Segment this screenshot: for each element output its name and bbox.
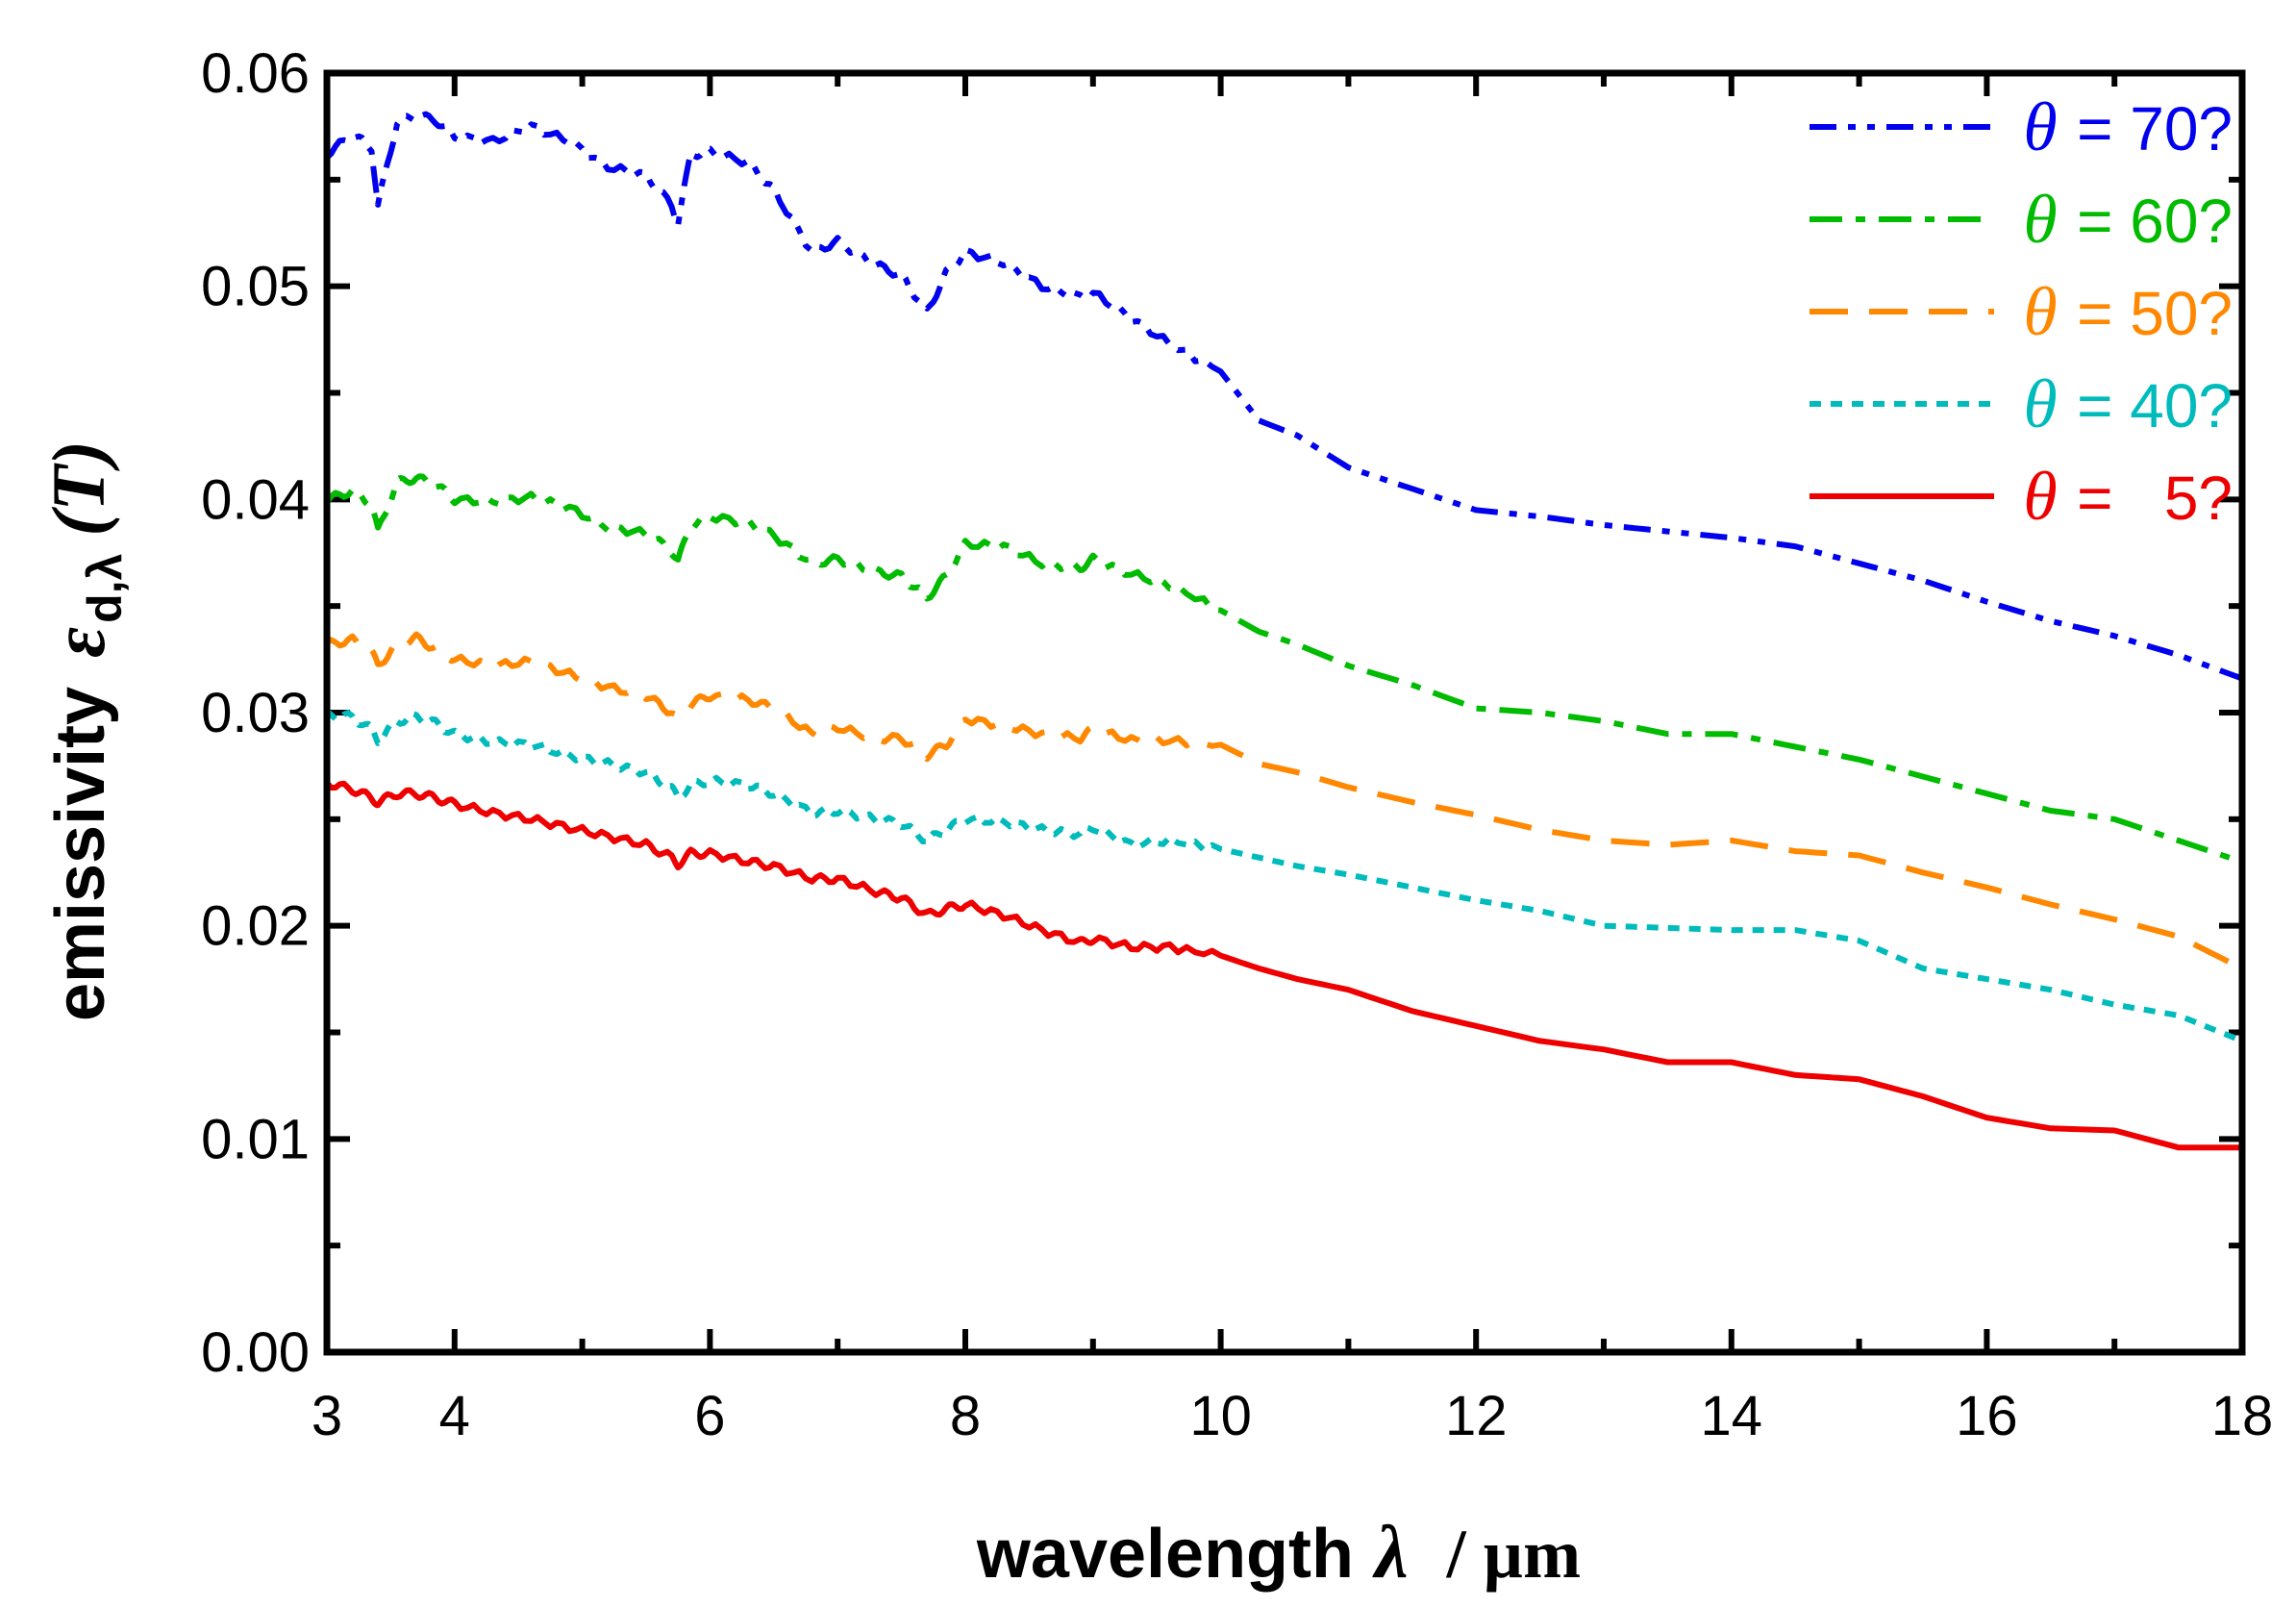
series-line-4 [324, 780, 2242, 1151]
y-axis-argument: (T) [37, 440, 120, 537]
x-tick-label: 8 [950, 1385, 981, 1447]
x-tick-label: 16 [1956, 1385, 2018, 1447]
y-tick-label: 0.03 [201, 682, 310, 744]
axis-ticks [324, 70, 2245, 1355]
legend: θ = 70? θ = 60? θ = 50? θ = 40? θ = 5? [1809, 88, 2233, 535]
y-tick-label: 0.06 [201, 42, 310, 105]
x-tick-label: 12 [1445, 1385, 1508, 1447]
legend-theta-2: θ [2023, 273, 2057, 350]
y-axis-subscript: d,λ [78, 553, 132, 622]
y-tick-label: 0.02 [201, 895, 310, 958]
x-tick-label: 10 [1189, 1385, 1252, 1447]
legend-theta-4: θ [2023, 458, 2057, 535]
x-tick-label: 6 [694, 1385, 725, 1447]
x-tick-label: 4 [439, 1385, 470, 1447]
series-line-1 [324, 473, 2243, 866]
x-tick-label: 3 [312, 1385, 342, 1447]
y-tick-label: 0.04 [201, 468, 310, 531]
x-tick-labels: 3 4 6 8 10 12 14 16 18 [312, 1385, 2273, 1447]
legend-label-2: = 50? [2077, 279, 2233, 348]
legend-theta-3: θ [2023, 365, 2057, 442]
legend-label-0: = 70? [2077, 94, 2233, 163]
y-axis-symbol: ε [37, 627, 120, 658]
legend-label-4: = 5? [2077, 464, 2233, 533]
y-tick-label: 0.00 [201, 1321, 310, 1384]
plot-frame [323, 69, 2246, 1356]
x-axis-title: wavelength λ / µm [976, 1510, 1581, 1594]
y-tick-label: 0.01 [201, 1108, 310, 1170]
y-tick-label: 0.05 [201, 256, 310, 318]
series-line-2 [325, 631, 2244, 971]
y-axis-title: emissivity ε d,λ (T) [37, 440, 132, 1021]
x-axis-unit: / µm [1446, 1516, 1581, 1593]
legend-theta-0: θ [2023, 88, 2057, 165]
x-tick-label: 14 [1701, 1385, 1763, 1447]
y-tick-labels: 0.00 0.01 0.02 0.03 0.04 0.05 0.06 [201, 42, 310, 1384]
series-line-0 [325, 111, 2244, 682]
x-tick-label: 18 [2211, 1385, 2274, 1447]
series-line-3 [325, 709, 2244, 1044]
legend-label-1: = 60? [2077, 187, 2233, 256]
legend-label-3: = 40? [2077, 371, 2233, 440]
legend-theta-1: θ [2023, 181, 2057, 258]
y-axis-label: emissivity [42, 687, 119, 1021]
x-axis-label: wavelength [976, 1516, 1354, 1593]
x-axis-symbol: λ [1372, 1510, 1409, 1594]
series-lines [324, 111, 2244, 1151]
